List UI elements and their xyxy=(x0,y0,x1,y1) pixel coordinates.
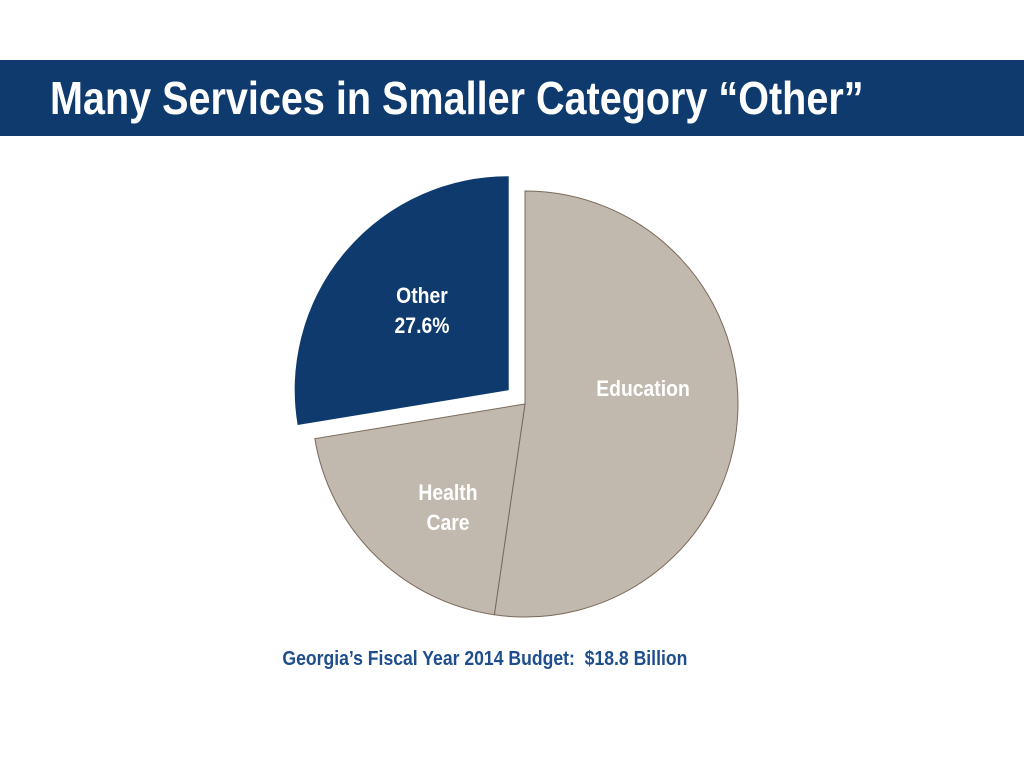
slice-label-health-care: Health Care xyxy=(418,480,478,535)
pie-slice-education xyxy=(493,190,739,618)
title-bar: Many Services in Smaller Category “Other… xyxy=(0,60,1024,136)
pie-slice-health-care xyxy=(314,403,526,616)
pie-slice-other xyxy=(294,176,509,425)
slice-label-other: Other 27.6% xyxy=(394,283,450,338)
slide-title: Many Services in Smaller Category “Other… xyxy=(50,72,864,124)
slice-label-education: Education xyxy=(596,376,690,401)
budget-caption: Georgia’s Fiscal Year 2014 Budget: $18.8… xyxy=(282,648,688,670)
